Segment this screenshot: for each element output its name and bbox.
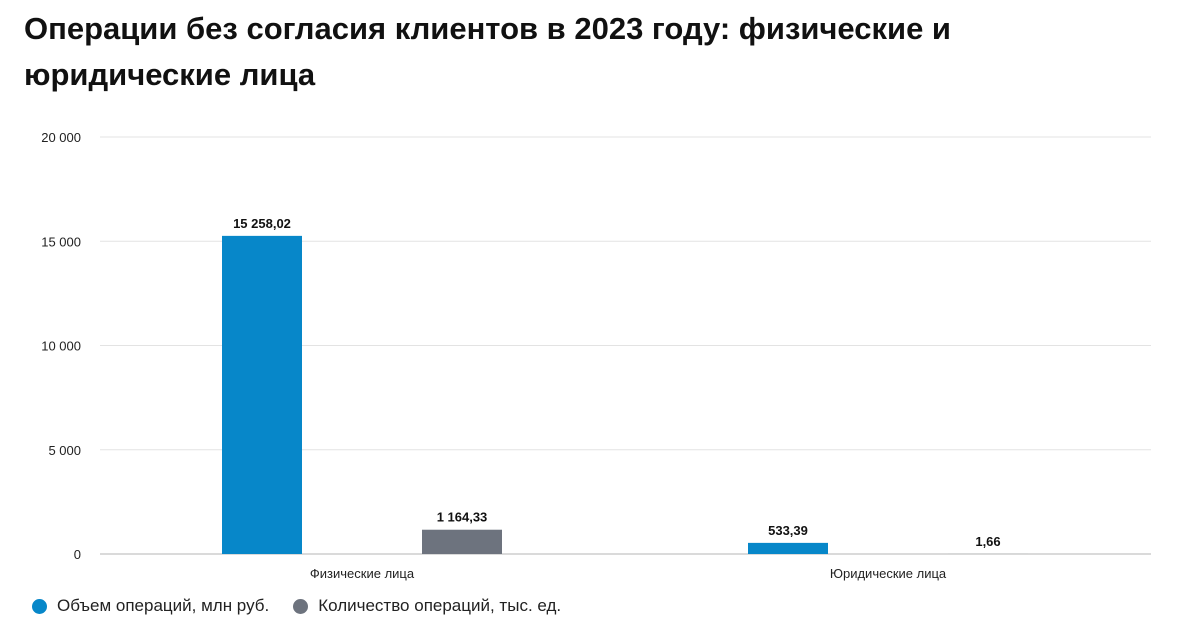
bar-series-0-cat-1[interactable] — [748, 542, 828, 554]
data-label-series-0-cat-1: 533,39 — [768, 523, 808, 538]
legend: Объем операций, млн руб. Количество опер… — [32, 596, 585, 616]
y-tick-label: 5 000 — [48, 443, 81, 458]
bar-series-1-cat-0[interactable] — [422, 529, 502, 554]
y-tick-label: 10 000 — [41, 339, 81, 354]
x-category-label: Юридические лица — [830, 566, 947, 581]
x-axis-categories: Физические лица Юридические лица — [310, 566, 947, 581]
data-labels: 15 258,02 533,39 1 164,33 1,66 — [233, 216, 1001, 549]
bars — [222, 235, 1028, 554]
y-tick-label: 15 000 — [41, 234, 81, 249]
data-label-series-0-cat-0: 15 258,02 — [233, 216, 291, 231]
y-axis-ticks: 0 5 000 10 000 15 000 20 000 — [41, 130, 81, 562]
chart-title: Операции без согласия клиентов в 2023 го… — [24, 11, 951, 92]
bar-series-0-cat-0[interactable] — [222, 235, 302, 554]
x-category-label: Физические лица — [310, 566, 415, 581]
legend-item-count[interactable]: Количество операций, тыс. ед. — [293, 596, 561, 616]
data-label-series-1-cat-0: 1 164,33 — [437, 510, 488, 525]
legend-marker-volume — [32, 598, 47, 614]
y-tick-label: 0 — [74, 547, 81, 562]
y-tick-label: 20 000 — [41, 130, 81, 145]
legend-label-count: Количество операций, тыс. ед. — [318, 596, 562, 615]
legend-item-volume[interactable]: Объем операций, млн руб. — [32, 596, 269, 616]
legend-marker-count — [293, 598, 309, 614]
data-label-series-1-cat-1: 1,66 — [975, 534, 1000, 549]
legend-label-volume: Объем операций, млн руб. — [57, 596, 270, 615]
